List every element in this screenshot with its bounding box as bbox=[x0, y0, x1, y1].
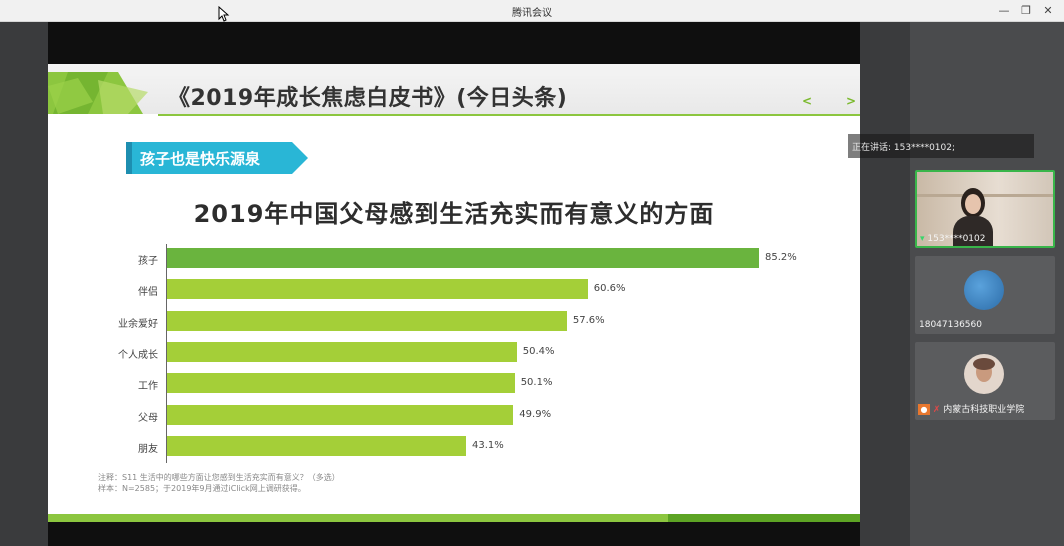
chart-sample: 样本：N=2585；于2019年9月通过iClick网上调研获得。 bbox=[98, 484, 306, 493]
header-divider bbox=[158, 114, 860, 116]
value-label: 43.1% bbox=[471, 439, 504, 451]
category-label: 个人成长 bbox=[118, 349, 158, 361]
window-title: 腾讯会议 bbox=[512, 8, 552, 19]
leaf-decoration-icon bbox=[48, 72, 148, 114]
bar bbox=[166, 248, 759, 268]
restore-icon[interactable]: ❐ bbox=[1021, 4, 1031, 17]
avatar bbox=[964, 270, 1004, 310]
ribbon-label: 孩子也是快乐源泉 bbox=[140, 150, 261, 168]
slide-title: 《2019年成长焦虑白皮书》(今日头条) bbox=[168, 86, 568, 111]
slide-header bbox=[48, 64, 860, 114]
mouse-cursor-icon bbox=[218, 6, 230, 22]
slide-footer bbox=[48, 514, 860, 522]
bar bbox=[166, 310, 567, 331]
speaking-indicator bbox=[848, 134, 1034, 158]
stage-top-margin bbox=[48, 22, 860, 64]
bar bbox=[166, 435, 466, 456]
slide-prev-button[interactable]: < bbox=[802, 94, 813, 108]
stage-bottom-margin bbox=[48, 522, 860, 546]
participant-video bbox=[917, 172, 1053, 246]
category-label: 业余爱好 bbox=[118, 318, 158, 330]
chart-title: 2019年中国父母感到生活充实而有意义的方面 bbox=[193, 200, 715, 228]
slide-next-button[interactable]: > bbox=[846, 94, 857, 108]
value-label: 60.6% bbox=[593, 283, 626, 295]
chart-note: 注释：S11 生活中的哪些方面让您感到生活充实而有意义？（多选） bbox=[98, 473, 340, 482]
y-axis-line bbox=[166, 244, 167, 464]
minimize-icon[interactable]: — bbox=[998, 4, 1010, 17]
window-titlebar: 腾讯会议 — ❐ ✕ bbox=[0, 0, 1064, 22]
category-label: 工作 bbox=[138, 381, 158, 393]
microphone-icon: ▾ bbox=[920, 234, 925, 244]
participant-name: 18047136560 bbox=[919, 320, 982, 330]
muted-microphone-icon: ✗ bbox=[932, 405, 941, 415]
ribbon-banner bbox=[126, 142, 308, 174]
bar-chart: 孩子 85.2% 伴侣 60.6% 业余爱好 57.6% 个人成长 50.4% 工作 50.1% 父… bbox=[48, 64, 860, 522]
user-icon: ● bbox=[918, 404, 930, 415]
bar bbox=[166, 404, 514, 425]
bar bbox=[166, 373, 515, 394]
shared-slide: 《2019年成长焦虑白皮书》(今日头条) < > 孩子也是快乐源泉 2019年中… bbox=[48, 64, 860, 522]
value-label: 49.9% bbox=[519, 408, 552, 420]
bar bbox=[166, 341, 517, 362]
participant-name: ● ✗ 内蒙古科技职业学院 bbox=[918, 402, 1024, 415]
category-label: 孩子 bbox=[138, 256, 158, 267]
category-label: 父母 bbox=[138, 412, 158, 424]
value-label: 85.2% bbox=[765, 252, 797, 263]
avatar bbox=[964, 354, 1004, 394]
value-label: 50.1% bbox=[520, 377, 553, 389]
bar bbox=[166, 279, 588, 300]
participant-name: ▾ 153****0102 bbox=[920, 234, 986, 244]
speaking-label: 正在讲话: 153****0102; bbox=[852, 143, 956, 153]
category-label: 伴侣 bbox=[138, 287, 158, 299]
category-label: 朋友 bbox=[138, 443, 158, 455]
stage-right-margin bbox=[860, 22, 910, 546]
value-label: 57.6% bbox=[572, 314, 605, 326]
close-icon[interactable]: ✕ bbox=[1043, 4, 1053, 17]
stage-left-margin bbox=[0, 22, 48, 546]
slide-footer-accent bbox=[668, 514, 860, 522]
value-label: 50.4% bbox=[522, 345, 555, 357]
